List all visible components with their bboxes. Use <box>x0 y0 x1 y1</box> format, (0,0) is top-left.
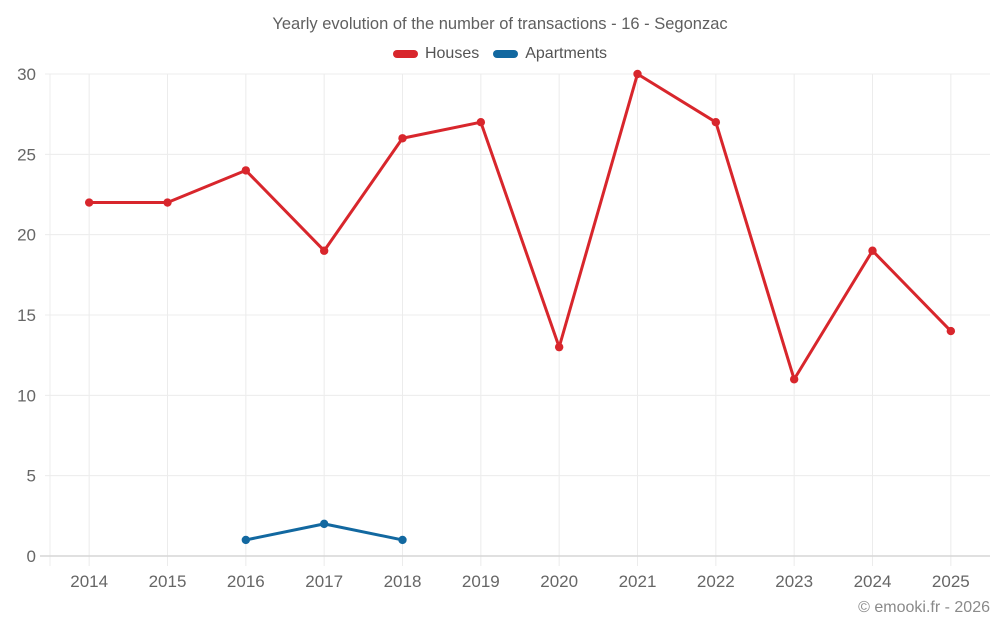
chart-legend: Houses Apartments <box>0 45 1000 63</box>
data-point-apartments[interactable] <box>398 535 407 545</box>
chart-title: Yearly evolution of the number of transa… <box>272 15 728 33</box>
x-axis-tick-label: 2023 <box>775 572 813 591</box>
data-point-houses[interactable] <box>868 246 877 255</box>
y-axis-tick-label: 0 <box>27 547 36 566</box>
x-axis-tick-label: 2015 <box>149 572 187 591</box>
data-point-houses[interactable] <box>633 69 642 79</box>
y-axis-tick-label: 20 <box>17 226 36 245</box>
y-axis-tick-label: 25 <box>17 145 36 164</box>
legend-item-houses[interactable]: Houses <box>392 45 480 63</box>
data-point-houses[interactable] <box>476 118 486 127</box>
x-axis-tick-label: 2017 <box>305 572 343 591</box>
apartments-series-marker-icon <box>493 50 519 58</box>
legend-label-houses: Houses <box>424 45 480 62</box>
data-point-apartments[interactable] <box>319 519 329 529</box>
x-axis-tick-label: 2018 <box>384 572 422 591</box>
y-axis-tick-label: 15 <box>17 306 36 325</box>
houses-series-marker-icon <box>392 50 418 58</box>
legend-item-apartments[interactable]: Apartments <box>493 45 607 63</box>
data-point-apartments[interactable] <box>241 535 251 545</box>
x-axis-tick-label: 2020 <box>540 572 578 591</box>
x-axis-tick-label: 2025 <box>932 572 970 591</box>
y-axis-tick-label: 30 <box>17 65 36 84</box>
x-axis-tick-label: 2024 <box>854 572 892 591</box>
data-point-houses[interactable] <box>84 198 94 207</box>
data-point-houses[interactable] <box>163 198 172 207</box>
data-point-houses[interactable] <box>711 118 721 127</box>
data-point-houses[interactable] <box>398 134 407 143</box>
data-point-houses[interactable] <box>554 342 564 352</box>
y-axis-tick-label: 5 <box>27 467 36 486</box>
data-point-houses[interactable] <box>946 326 956 336</box>
footer-credit: © emooki.fr - 2026 <box>858 599 990 616</box>
x-axis-tick-label: 2022 <box>697 572 735 591</box>
data-point-houses[interactable] <box>241 166 251 175</box>
x-axis-tick-label: 2016 <box>227 572 265 591</box>
x-axis-tick-label: 2021 <box>619 572 657 591</box>
x-axis-tick-label: 2019 <box>462 572 500 591</box>
series-line-houses <box>87 72 953 381</box>
y-axis-tick-label: 10 <box>17 386 36 405</box>
legend-label-apartments: Apartments <box>525 45 608 62</box>
data-point-houses[interactable] <box>319 246 329 255</box>
data-point-houses[interactable] <box>789 375 799 384</box>
x-axis-tick-label: 2014 <box>70 572 108 591</box>
